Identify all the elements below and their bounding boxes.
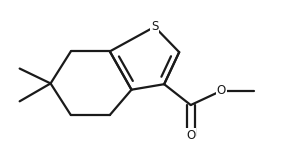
Text: O: O — [216, 84, 226, 97]
Text: O: O — [186, 129, 195, 142]
Text: S: S — [151, 20, 158, 33]
